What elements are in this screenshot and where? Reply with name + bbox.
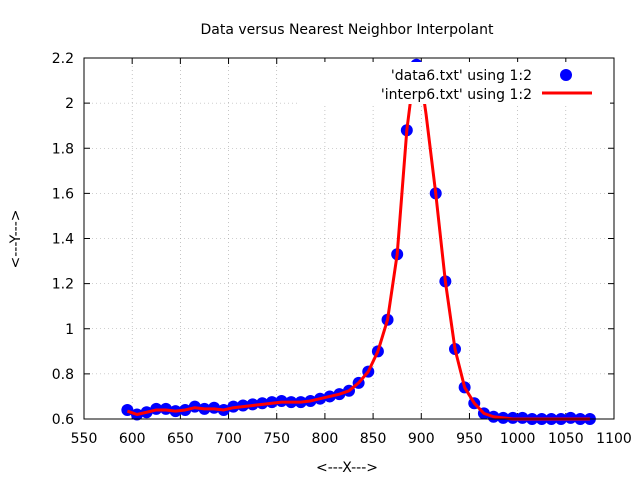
x-axis-label: <---X---> (316, 460, 378, 476)
x-tick-label: 900 (408, 431, 435, 447)
x-tick-label: 600 (119, 431, 146, 447)
x-tick-label: 1000 (500, 431, 536, 447)
legend-label-data: 'data6.txt' using 1:2 (391, 68, 532, 84)
y-tick-label: 0.6 (52, 412, 74, 428)
axis-ticks: 550 600 650 700 750 800 850 900 950 1000 1050 1100 0… (52, 51, 632, 447)
legend-marker-data (560, 69, 572, 81)
grid (84, 58, 614, 419)
x-tick-label: 850 (360, 431, 387, 447)
series-layer (121, 58, 596, 425)
y-tick-label: 1.6 (52, 186, 74, 202)
legend-label-interp: 'interp6.txt' using 1:2 (381, 87, 532, 103)
y-tick-label: 1.4 (52, 232, 74, 248)
y-tick-label: 2 (65, 96, 74, 112)
x-tick-label: 1050 (548, 431, 584, 447)
y-tick-label: 2.2 (52, 51, 74, 67)
y-tick-label: 0.8 (52, 367, 74, 383)
x-tick-label: 950 (456, 431, 483, 447)
plot-frame (83, 57, 615, 420)
x-tick-label: 550 (71, 431, 98, 447)
interp-line (126, 70, 590, 421)
chart-title: Data versus Nearest Neighbor Interpolant (201, 22, 494, 38)
x-tick-label: 700 (215, 431, 242, 447)
x-tick-label: 800 (312, 431, 339, 447)
legend: 'data6.txt' using 1:2 'interp6.txt' using… (300, 62, 610, 104)
legend-background (300, 62, 610, 104)
y-axis-label: <---Y---> (8, 209, 24, 268)
y-tick-label: 1.8 (52, 141, 74, 157)
y-tick-label: 1 (65, 322, 74, 338)
y-tick-label: 1.2 (52, 277, 74, 293)
x-tick-label: 650 (167, 431, 194, 447)
x-tick-label: 1100 (596, 431, 632, 447)
x-tick-label: 750 (263, 431, 290, 447)
